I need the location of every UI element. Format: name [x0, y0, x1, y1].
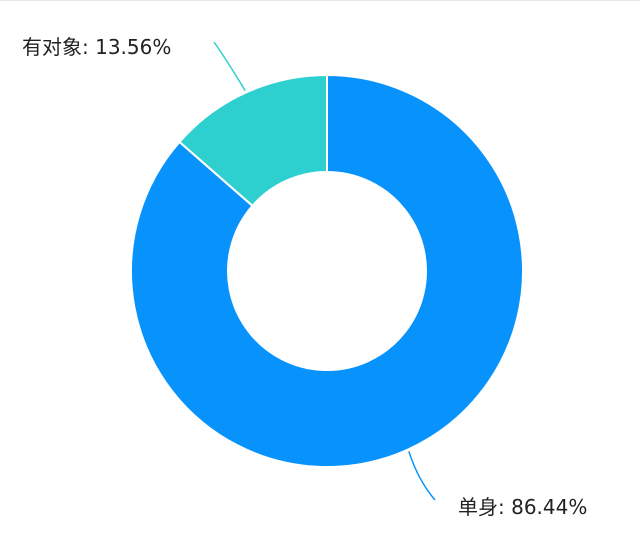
slice-single [130, 73, 524, 468]
leader-line-single [408, 451, 436, 501]
slice-group [130, 73, 524, 468]
leader-line-group [213, 41, 436, 501]
label-single: 单身: 86.44% [458, 495, 587, 519]
top-divider [0, 0, 640, 1]
slice-together [178, 73, 328, 208]
label-together: 有对象: 13.56% [22, 35, 171, 59]
label-group: 有对象: 13.56% 单身: 86.44% [22, 35, 587, 519]
leader-line-together [213, 41, 246, 92]
